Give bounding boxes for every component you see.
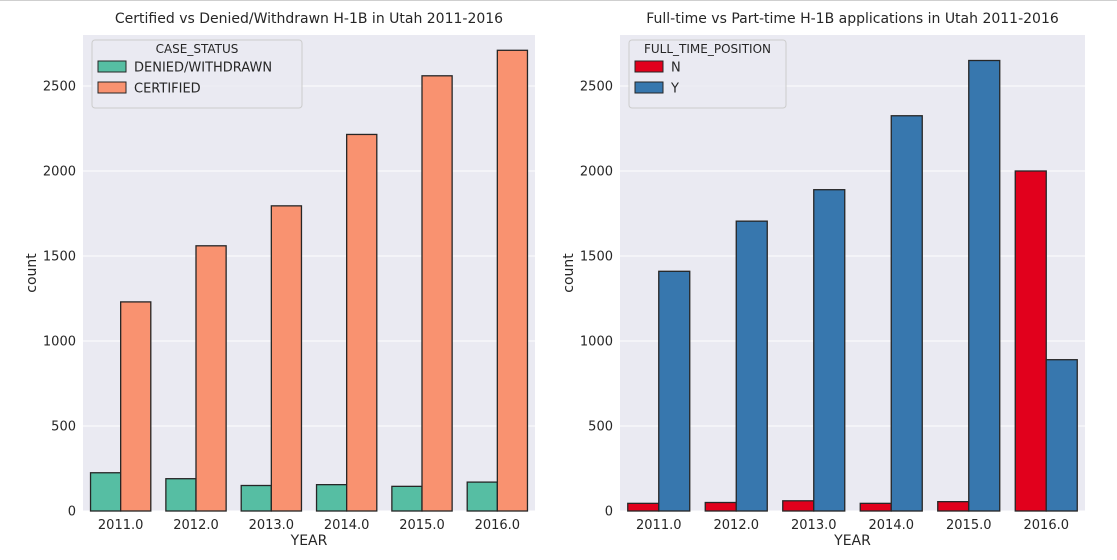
bar-certified-2011-0 bbox=[120, 301, 152, 512]
bar-denied-withdrawn-2014-0 bbox=[315, 483, 348, 512]
legend: FULL_TIME_POSITION NY bbox=[628, 39, 787, 109]
x-tick-label: 2015.0 bbox=[399, 518, 445, 533]
bar-n-2011-0 bbox=[627, 502, 660, 512]
bar-y-2011-0 bbox=[658, 270, 691, 512]
y-tick-label: 0 bbox=[605, 505, 613, 520]
bar-certified-2016-0 bbox=[496, 49, 529, 512]
y-axis-label: count bbox=[561, 253, 577, 293]
chart-title: Full-time vs Part-time H-1B applications… bbox=[646, 11, 1059, 27]
legend-swatch bbox=[634, 81, 664, 94]
bar-y-2012-0 bbox=[735, 220, 768, 512]
bar-y-2014-0 bbox=[890, 115, 923, 512]
bar-denied-withdrawn-2016-0 bbox=[466, 481, 498, 512]
x-tick-label: 2015.0 bbox=[946, 518, 992, 533]
chart-panel-2: 0 500 1000 1500 2000 2500 2011.0 2012.0 2013.0 20… bbox=[561, 11, 1085, 549]
x-tick-label: 2012.0 bbox=[173, 518, 219, 533]
x-tick-label: 2011.0 bbox=[98, 518, 144, 533]
y-tick-label: 1500 bbox=[580, 250, 613, 265]
bar-n-2012-0 bbox=[704, 501, 737, 512]
plot-area bbox=[620, 35, 1085, 511]
x-tick-label: 2014.0 bbox=[869, 518, 915, 533]
legend-title: FULL_TIME_POSITION bbox=[644, 42, 771, 56]
bar-n-2013-0 bbox=[782, 500, 815, 512]
legend-entry-label: Y bbox=[670, 82, 679, 97]
legend-title: CASE_STATUS bbox=[156, 42, 239, 56]
y-tick-label: 0 bbox=[68, 505, 76, 520]
x-tick-label: 2014.0 bbox=[324, 518, 370, 533]
x-axis-label: YEAR bbox=[833, 533, 871, 549]
legend-swatch bbox=[97, 81, 127, 94]
bar-certified-2013-0 bbox=[270, 205, 303, 512]
y-tick-label: 2500 bbox=[580, 80, 613, 95]
legend-entry-label: DENIED/WITHDRAWN bbox=[134, 61, 272, 76]
bar-y-2015-0 bbox=[968, 59, 1001, 512]
x-tick-label: 2013.0 bbox=[249, 518, 295, 533]
x-axis-label: YEAR bbox=[290, 533, 328, 549]
x-tick-label: 2011.0 bbox=[636, 518, 682, 533]
chart-title: Certified vs Denied/Withdrawn H-1B in Ut… bbox=[115, 11, 503, 27]
top-border-line bbox=[0, 0, 1117, 1]
y-tick-label: 1000 bbox=[43, 335, 76, 350]
legend-swatch bbox=[97, 60, 127, 73]
y-tick-label: 1000 bbox=[580, 335, 613, 350]
bar-denied-withdrawn-2012-0 bbox=[165, 478, 197, 512]
legend-box bbox=[91, 39, 303, 109]
bar-denied-withdrawn-2013-0 bbox=[240, 484, 272, 512]
y-tick-label: 2000 bbox=[43, 165, 76, 180]
bar-n-2016-0 bbox=[1014, 170, 1047, 512]
bar-certified-2014-0 bbox=[346, 133, 378, 512]
bar-denied-withdrawn-2015-0 bbox=[391, 485, 423, 512]
y-tick-label: 500 bbox=[51, 420, 76, 435]
bar-n-2015-0 bbox=[937, 500, 970, 512]
y-tick-label: 2500 bbox=[43, 80, 76, 95]
legend-swatch bbox=[634, 60, 664, 73]
x-tick-label: 2016.0 bbox=[475, 518, 521, 533]
bar-y-2013-0 bbox=[813, 189, 846, 512]
x-tick-label: 2016.0 bbox=[1024, 518, 1070, 533]
y-tick-label: 2000 bbox=[580, 165, 613, 180]
x-tick-label: 2013.0 bbox=[791, 518, 837, 533]
bar-y-2016-0 bbox=[1045, 359, 1078, 512]
legend: CASE_STATUS DENIED/WITHDRAWN CERTIFIED bbox=[91, 39, 303, 109]
y-tick-label: 500 bbox=[588, 420, 613, 435]
bar-denied-withdrawn-2011-0 bbox=[89, 472, 122, 512]
plot-area bbox=[83, 35, 535, 511]
chart-panel-1: 0 500 1000 1500 2000 2500 2011.0 2012.0 2013.0 20… bbox=[24, 11, 535, 549]
legend-entry-label: CERTIFIED bbox=[134, 82, 201, 97]
bar-n-2014-0 bbox=[859, 502, 892, 512]
x-tick-label: 2012.0 bbox=[714, 518, 760, 533]
legend-entry-label: N bbox=[671, 61, 681, 76]
y-axis-label: count bbox=[24, 253, 40, 293]
bar-certified-2012-0 bbox=[195, 245, 227, 512]
bar-certified-2015-0 bbox=[421, 75, 453, 512]
legend-box bbox=[628, 39, 787, 109]
y-tick-label: 1500 bbox=[43, 250, 76, 265]
